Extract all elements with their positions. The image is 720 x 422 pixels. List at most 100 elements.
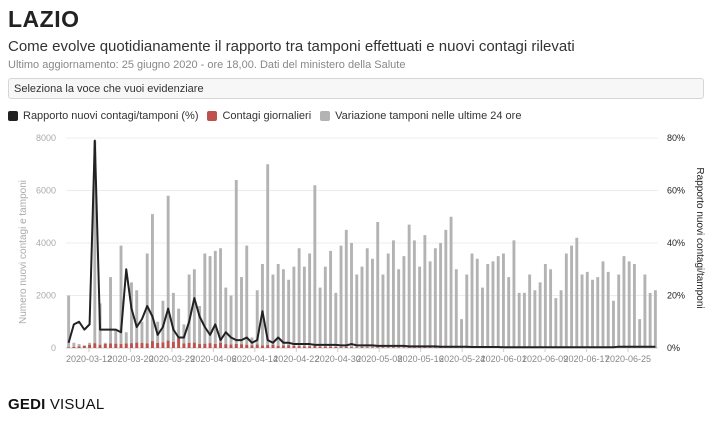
x-tick-label: 2020-05-16 [398, 354, 444, 364]
tests-bar [585, 271, 589, 348]
tests-bar [271, 274, 275, 348]
cases-bar [93, 343, 97, 348]
cases-bar [213, 344, 217, 348]
cases-bar [166, 340, 170, 348]
cases-bar [72, 346, 76, 348]
tests-bar [124, 332, 128, 348]
cases-bar [360, 347, 364, 348]
tests-bar [528, 274, 532, 348]
tests-bar [344, 229, 348, 348]
tests-bars [67, 140, 657, 348]
tests-bar [318, 287, 322, 348]
tests-bar [606, 271, 610, 348]
cases-bar [198, 344, 202, 348]
ratio-line [67, 139, 656, 349]
cases-bar [245, 344, 249, 348]
cases-bar [240, 344, 243, 348]
tests-bar [643, 274, 647, 348]
tests-bar [502, 253, 505, 348]
tests-bar [386, 253, 390, 348]
tests-bar [397, 269, 401, 348]
cases-bar [98, 344, 102, 348]
cases-bar [145, 343, 149, 348]
cases-bar [229, 344, 233, 348]
cases-bar [119, 344, 123, 348]
cases-bar [192, 342, 196, 348]
tests-bar [67, 295, 71, 348]
cases-bar [339, 347, 343, 348]
x-tick-label: 2020-03-20 [107, 354, 153, 364]
highlight-selector[interactable]: Seleziona la voce che vuoi evidenziare [8, 78, 704, 99]
tests-bar [109, 277, 112, 348]
tests-bar [591, 279, 594, 348]
tests-bar [302, 266, 306, 348]
tests-bar [72, 342, 76, 348]
legend-item-tests[interactable]: Variazione tamponi nelle ultime 24 ore [320, 110, 521, 122]
y-right-tick-label: 40% [667, 238, 685, 248]
cases-bar [135, 342, 139, 348]
tests-bar [517, 292, 521, 348]
legend-item-ratio[interactable]: Rapporto nuovi contagi/tamponi (%) [8, 110, 198, 122]
cases-bar [344, 346, 348, 348]
tests-bar [287, 279, 291, 348]
tests-bar [449, 216, 453, 348]
legend-item-daily-cases[interactable]: Contagi giornalieri [207, 110, 311, 122]
cases-bar [250, 345, 254, 348]
cases-bar [334, 346, 338, 348]
tests-bar [486, 264, 490, 348]
tests-bar [151, 214, 154, 348]
cases-bar [67, 347, 71, 348]
tests-bar [559, 290, 563, 348]
tests-bar [470, 253, 474, 348]
tests-bar [381, 274, 385, 348]
y-axis-label-left: Numero nuovi contagi e tamponi [18, 180, 29, 324]
x-tick-label: 2020-04-30 [315, 354, 361, 364]
tests-bar [428, 261, 432, 348]
tests-bar [549, 269, 553, 348]
tests-bar [491, 261, 495, 348]
tests-bar [234, 180, 238, 348]
tests-bar [507, 277, 511, 348]
tests-bar [135, 290, 139, 348]
tests-bar [203, 253, 207, 348]
y-left-tick-label: 2000 [36, 291, 56, 301]
tests-bar [564, 253, 568, 348]
tests-bar [281, 269, 285, 348]
tests-bar [313, 185, 317, 348]
tests-bar [145, 253, 149, 348]
cases-bar [271, 344, 275, 348]
tests-bar [266, 164, 270, 348]
x-tick-label: 2020-05-08 [356, 354, 402, 364]
tests-bar [119, 245, 123, 348]
tests-bar [255, 290, 259, 348]
cases-bar [161, 342, 165, 348]
x-tick-label: 2020-03-29 [149, 354, 195, 364]
tests-bar [423, 235, 427, 348]
tests-bar [653, 290, 657, 348]
tests-bar [622, 256, 626, 348]
legend-label-ratio: Rapporto nuovi contagi/tamponi (%) [23, 110, 199, 122]
tests-bar [308, 253, 312, 348]
cases-bar [391, 347, 395, 348]
tests-bar [245, 245, 249, 348]
x-tick-label: 2020-06-25 [605, 354, 651, 364]
cases-bar [287, 345, 291, 348]
tests-bar [627, 261, 631, 348]
tests-bar [240, 277, 243, 348]
cases-bar [297, 346, 301, 348]
y-left-tick-label: 8000 [36, 133, 56, 143]
y-right-tick-label: 60% [667, 186, 685, 196]
cases-bar [109, 343, 112, 348]
left-axis-ticks: 0 2000 4000 6000 8000 [36, 133, 56, 353]
cases-bar [381, 347, 385, 348]
tests-bar [114, 329, 118, 348]
cases-bar [103, 344, 107, 348]
cases-bar [261, 345, 264, 348]
tests-bar [460, 319, 463, 348]
cases-bar [177, 338, 181, 348]
x-tick-label: 2020-04-14 [232, 354, 278, 364]
cases-bar [156, 343, 160, 348]
chart-legend: Rapporto nuovi contagi/tamponi (%) Conta… [8, 108, 530, 124]
tests-bar [229, 295, 233, 348]
tests-bar [213, 250, 217, 348]
